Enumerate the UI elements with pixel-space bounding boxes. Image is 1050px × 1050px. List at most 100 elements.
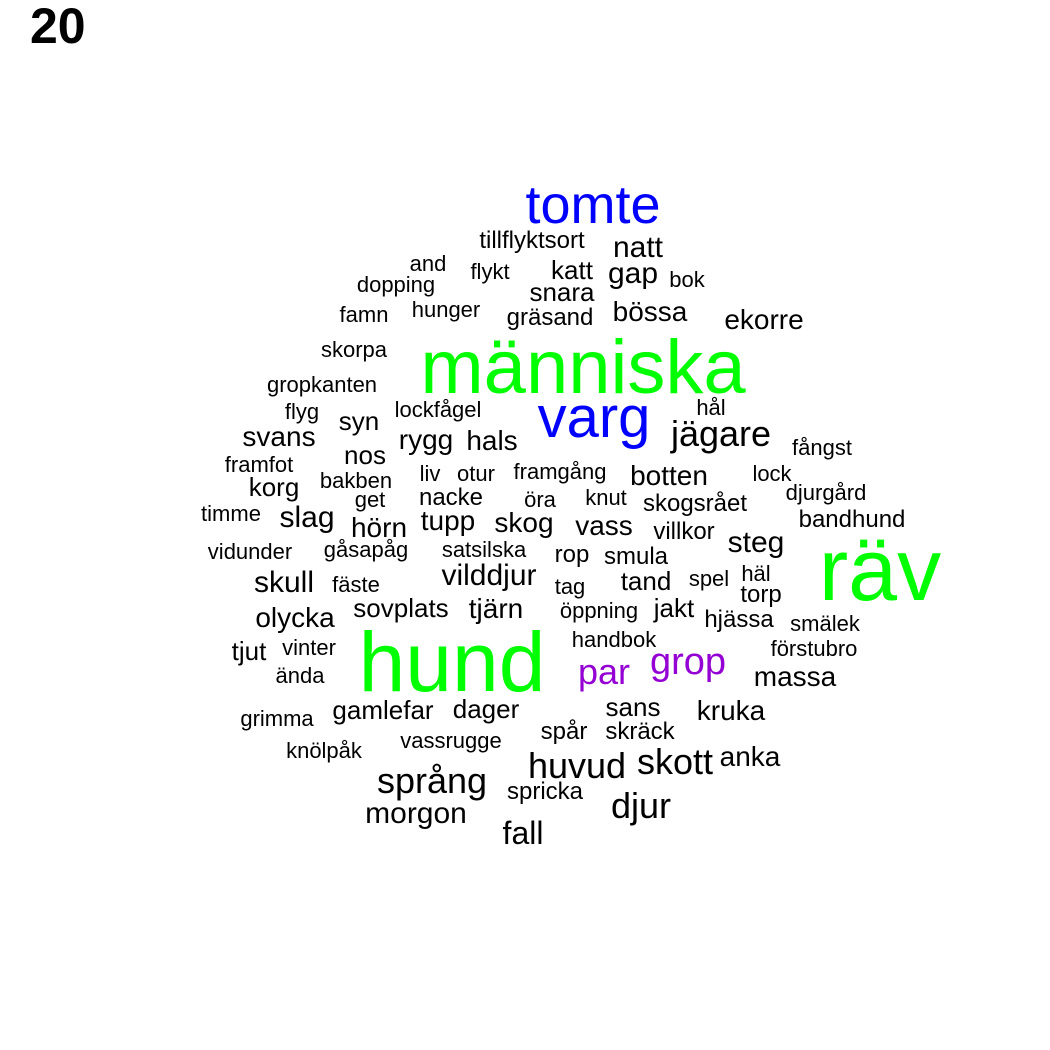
word-92: skott: [636, 741, 714, 782]
word-38: framgång: [513, 459, 607, 484]
panel-number: 20: [30, 0, 86, 54]
word-74: hjässa: [704, 606, 774, 633]
word-10: flykt: [470, 259, 510, 284]
word-23: flyg: [284, 399, 320, 424]
word-61: skull: [253, 566, 315, 599]
word-62: fäste: [332, 572, 380, 597]
word-20: ekorre: [724, 304, 804, 335]
word-30: jägare: [670, 413, 772, 454]
word-64: tag: [554, 574, 586, 599]
word-16: famn: [339, 302, 389, 327]
word-40: lock: [752, 461, 792, 486]
word-47: skogsrået: [642, 490, 748, 517]
word-2: varg: [537, 385, 651, 450]
word-55: steg: [727, 526, 785, 559]
word-41: djurgård: [785, 480, 867, 505]
word-77: vinter: [282, 635, 336, 660]
word-48: slag: [279, 501, 335, 534]
word-14: dopping: [356, 272, 436, 297]
word-37: otur: [457, 461, 495, 486]
word-79: förstubro: [770, 636, 858, 661]
word-25: lockfågel: [394, 397, 482, 422]
word-32: nos: [344, 440, 386, 470]
word-81: massa: [753, 661, 837, 692]
word-80: ända: [275, 663, 325, 688]
word-87: spår: [540, 718, 588, 745]
word-82: grimma: [240, 706, 314, 731]
word-69: olycka: [255, 602, 335, 633]
word-73: jakt: [653, 593, 695, 623]
word-27: svans: [242, 421, 316, 452]
word-39: botten: [630, 460, 708, 491]
word-5: par: [577, 651, 631, 692]
word-78: handbok: [571, 627, 657, 652]
word-58: satsilska: [441, 537, 527, 562]
word-3: räv: [818, 520, 942, 619]
word-51: skog: [494, 507, 554, 538]
word-56: vidunder: [207, 539, 293, 564]
word-22: gropkanten: [266, 372, 378, 397]
word-60: smula: [603, 543, 669, 570]
word-65: tand: [620, 566, 672, 596]
word-1: människa: [420, 325, 746, 410]
word-90: vassrugge: [400, 728, 502, 753]
word-18: gräsand: [506, 304, 594, 331]
word-68: torp: [740, 581, 782, 608]
word-50: tupp: [420, 505, 476, 536]
word-72: öppning: [559, 598, 639, 623]
word-88: skräck: [605, 718, 675, 745]
word-49: hörn: [350, 512, 408, 543]
word-31: fångst: [792, 435, 852, 460]
word-89: knölpåk: [286, 738, 362, 763]
word-12: gap: [607, 257, 659, 290]
word-71: tjärn: [468, 593, 524, 624]
word-59: rop: [554, 541, 590, 568]
word-67: häl: [741, 561, 771, 586]
word-98: fall: [502, 815, 544, 851]
word-35: bakben: [319, 468, 393, 493]
word-21: skorpa: [320, 337, 388, 362]
word-34: korg: [248, 472, 300, 502]
word-53: villkor: [653, 518, 715, 545]
word-17: hunger: [411, 297, 481, 322]
word-85: sans: [605, 692, 661, 722]
word-44: nacke: [418, 484, 484, 511]
word-15: snara: [529, 277, 595, 307]
word-26: hål: [696, 395, 726, 420]
word-7: tillflyktsort: [479, 227, 585, 254]
word-45: öra: [524, 487, 556, 512]
word-97: djur: [610, 785, 672, 826]
word-43: get: [354, 487, 386, 512]
word-63: vilddjur: [441, 559, 537, 592]
word-96: morgon: [365, 797, 467, 830]
word-24: syn: [338, 406, 380, 436]
word-94: språng: [376, 760, 488, 801]
word-52: vass: [575, 510, 633, 541]
word-91: huvud: [527, 745, 627, 786]
word-36: liv: [419, 461, 441, 486]
word-66: spel: [688, 566, 730, 591]
word-19: bössa: [612, 296, 688, 327]
word-76: tjut: [231, 636, 267, 666]
word-11: katt: [551, 255, 593, 285]
word-46: knut: [585, 485, 627, 510]
word-6: grop: [649, 641, 727, 683]
word-42: timme: [201, 501, 261, 526]
word-9: and: [409, 251, 447, 276]
word-57: gåsapåg: [323, 537, 409, 562]
word-13: bok: [669, 267, 705, 292]
word-8: natt: [612, 231, 664, 264]
word-75: smälek: [790, 611, 860, 636]
word-33: framfot: [224, 452, 294, 477]
word-93: anka: [719, 741, 781, 772]
word-0: tomte: [525, 175, 661, 235]
word-28: rygg: [398, 424, 454, 455]
word-4: hund: [358, 615, 546, 709]
word-86: kruka: [696, 695, 766, 726]
word-54: bandhund: [798, 506, 906, 533]
word-29: hals: [466, 425, 518, 456]
word-83: gamlefar: [332, 695, 434, 725]
word-95: spricka: [506, 778, 584, 805]
word-70: sovplats: [353, 593, 449, 623]
